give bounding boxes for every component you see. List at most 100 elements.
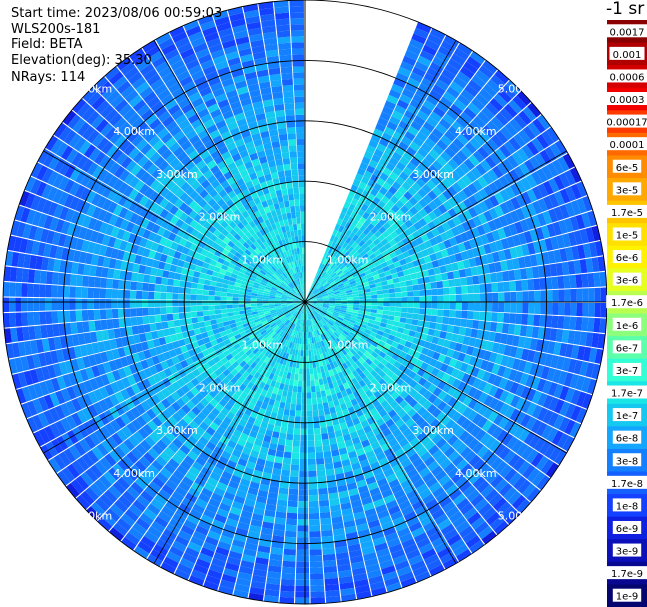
ppi-gate bbox=[588, 302, 595, 317]
ppi-gate bbox=[498, 416, 510, 429]
ppi-gate bbox=[256, 413, 264, 422]
ppi-gate bbox=[212, 466, 224, 476]
ppi-gate bbox=[30, 178, 42, 195]
ppi-gate bbox=[540, 290, 547, 302]
ppi-gate bbox=[359, 490, 371, 500]
ppi-gate bbox=[137, 540, 153, 554]
ppi-gate bbox=[419, 105, 433, 116]
ppi-gate bbox=[251, 424, 260, 433]
ppi-gate bbox=[350, 197, 359, 206]
ppi-gate bbox=[546, 162, 559, 178]
ppi-gate bbox=[222, 416, 232, 426]
ppi-gate bbox=[35, 181, 47, 197]
ppi-gate bbox=[234, 333, 242, 340]
ppi-gate bbox=[449, 302, 456, 310]
ppi-gate bbox=[322, 377, 328, 385]
ppi-gate bbox=[248, 352, 255, 359]
ppi-gate bbox=[303, 356, 306, 363]
ppi-gate bbox=[178, 237, 188, 247]
ppi-gate bbox=[71, 152, 84, 167]
ppi-gate bbox=[417, 227, 426, 237]
ppi-gate bbox=[114, 403, 125, 416]
ppi-gate bbox=[563, 275, 571, 289]
ppi-gate bbox=[570, 389, 581, 405]
ppi-gate bbox=[81, 298, 88, 310]
ppi-gate bbox=[253, 419, 262, 427]
ppi-gate bbox=[261, 339, 268, 346]
ppi-gate bbox=[513, 114, 527, 129]
ppi-gate bbox=[226, 411, 236, 421]
ppi-gate bbox=[466, 249, 475, 259]
ppi-gate bbox=[155, 276, 163, 285]
ppi-gate bbox=[509, 210, 520, 223]
ppi-gate bbox=[45, 311, 53, 325]
ppi-gate bbox=[323, 316, 330, 321]
ppi-gate bbox=[72, 384, 83, 398]
ppi-gate bbox=[499, 403, 510, 416]
ppi-gate bbox=[244, 421, 254, 431]
ppi-gate bbox=[237, 458, 248, 467]
ppi-gate bbox=[459, 162, 471, 174]
ppi-gate bbox=[275, 270, 281, 277]
ppi-gate bbox=[380, 336, 388, 343]
ppi-gate bbox=[432, 387, 443, 397]
ppi-gate bbox=[278, 382, 285, 390]
ppi-gate bbox=[531, 452, 544, 468]
ppi-gate bbox=[217, 352, 226, 361]
ppi-gate bbox=[535, 339, 544, 352]
ppi-gate bbox=[138, 264, 146, 274]
ppi-gate bbox=[497, 227, 507, 240]
ppi-gate bbox=[462, 259, 471, 269]
ppi-gate bbox=[56, 375, 67, 390]
ppi-gate bbox=[542, 380, 553, 394]
ppi-gate bbox=[327, 343, 333, 351]
ppi-gate bbox=[305, 314, 308, 321]
ppi-gate bbox=[274, 317, 281, 323]
ppi-gate bbox=[347, 190, 356, 198]
ppi-gate bbox=[175, 388, 186, 398]
ppi-gate bbox=[293, 304, 300, 307]
ppi-gate bbox=[215, 261, 223, 269]
ppi-gate bbox=[388, 423, 399, 433]
ppi-gate bbox=[359, 295, 366, 300]
ppi-gate bbox=[314, 342, 319, 350]
ppi-gate bbox=[362, 211, 370, 220]
ppi-gate bbox=[440, 551, 456, 564]
ppi-gate bbox=[500, 126, 513, 141]
ppi-gate bbox=[408, 554, 424, 566]
ppi-gate bbox=[395, 72, 409, 83]
ppi-gate bbox=[515, 397, 526, 411]
ppi-gate bbox=[527, 279, 535, 291]
ppi-gate bbox=[342, 234, 349, 242]
ppi-gate bbox=[339, 264, 346, 270]
ppi-gate bbox=[472, 320, 480, 330]
ppi-gate bbox=[282, 358, 288, 366]
ppi-gate bbox=[250, 298, 257, 302]
ppi-gate bbox=[276, 309, 283, 313]
ppi-gate bbox=[220, 296, 227, 301]
ppi-gate bbox=[281, 339, 287, 346]
ppi-gate bbox=[256, 432, 265, 441]
ppi-gate bbox=[274, 419, 282, 427]
ppi-gate bbox=[375, 333, 383, 340]
ppi-gate bbox=[447, 467, 460, 479]
ppi-gate bbox=[233, 311, 240, 316]
ppi-gate bbox=[288, 341, 293, 349]
ppi-gate bbox=[287, 306, 294, 309]
ppi-gate bbox=[249, 481, 260, 490]
ppi-gate bbox=[451, 471, 464, 484]
ppi-gate bbox=[233, 495, 246, 505]
ppi-gate bbox=[503, 450, 516, 464]
ppi-gate bbox=[335, 552, 349, 560]
ppi-gate bbox=[488, 493, 503, 507]
ppi-gate bbox=[75, 199, 86, 213]
ppi-gate bbox=[347, 299, 354, 302]
ppi-gate bbox=[400, 312, 408, 318]
ppi-gate bbox=[575, 214, 586, 230]
ppi-gate bbox=[400, 214, 409, 223]
ppi-gate bbox=[137, 273, 145, 283]
ppi-gate bbox=[282, 317, 288, 323]
ppi-gate bbox=[507, 323, 516, 335]
ppi-gate bbox=[571, 245, 580, 260]
ppi-gate bbox=[513, 269, 522, 281]
